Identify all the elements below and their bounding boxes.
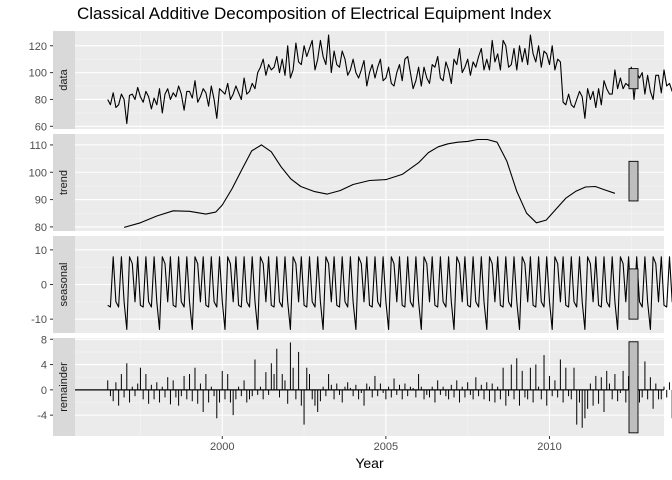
- facet-strip-trend: [53, 134, 75, 231]
- chart-title: Classical Additive Decomposition of Elec…: [77, 4, 552, 23]
- facet-strip-seasonal: [53, 236, 75, 333]
- series-line-data: [107, 34, 672, 125]
- facet-label-trend: trend: [58, 170, 70, 195]
- y-tick-label: 100: [29, 68, 47, 80]
- y-tick-label: 0: [41, 385, 47, 397]
- y-tick-label: 110: [29, 140, 47, 152]
- facet-label-seasonal: seasonal: [58, 262, 70, 306]
- scale-bar-trend: [628, 160, 639, 202]
- y-tick-label: 60: [35, 121, 47, 133]
- panel-background-trend: [75, 134, 664, 231]
- y-tick-label: 8: [41, 334, 47, 346]
- scale-bar-seasonal: [628, 268, 639, 320]
- facet-label-remainder: remainder: [58, 362, 70, 412]
- x-tick-label: 2000: [210, 441, 234, 453]
- facet-strip-data: [53, 31, 75, 129]
- y-tick-label: 0: [41, 280, 47, 292]
- y-tick-label: 4: [41, 360, 47, 372]
- y-tick-label: -10: [31, 314, 47, 326]
- series-line-seasonal: [107, 256, 672, 331]
- y-tick-label: 80: [35, 94, 47, 106]
- y-tick-label: 120: [29, 41, 47, 53]
- facet-strip-remainder: [53, 338, 75, 436]
- y-tick-label: 90: [35, 195, 47, 207]
- x-tick-label: 2005: [374, 441, 398, 453]
- series-line-trend: [123, 138, 616, 228]
- y-tick-label: 80: [35, 222, 47, 234]
- scale-bar-data: [628, 68, 639, 90]
- facet-label-data: data: [58, 68, 70, 90]
- scale-bar-remainder: [628, 341, 639, 434]
- y-tick-label: -4: [37, 410, 47, 422]
- y-tick-label: 10: [35, 245, 47, 257]
- x-axis-title: Year: [355, 455, 384, 471]
- y-tick-label: 100: [29, 167, 47, 179]
- x-tick-label: 2010: [537, 441, 561, 453]
